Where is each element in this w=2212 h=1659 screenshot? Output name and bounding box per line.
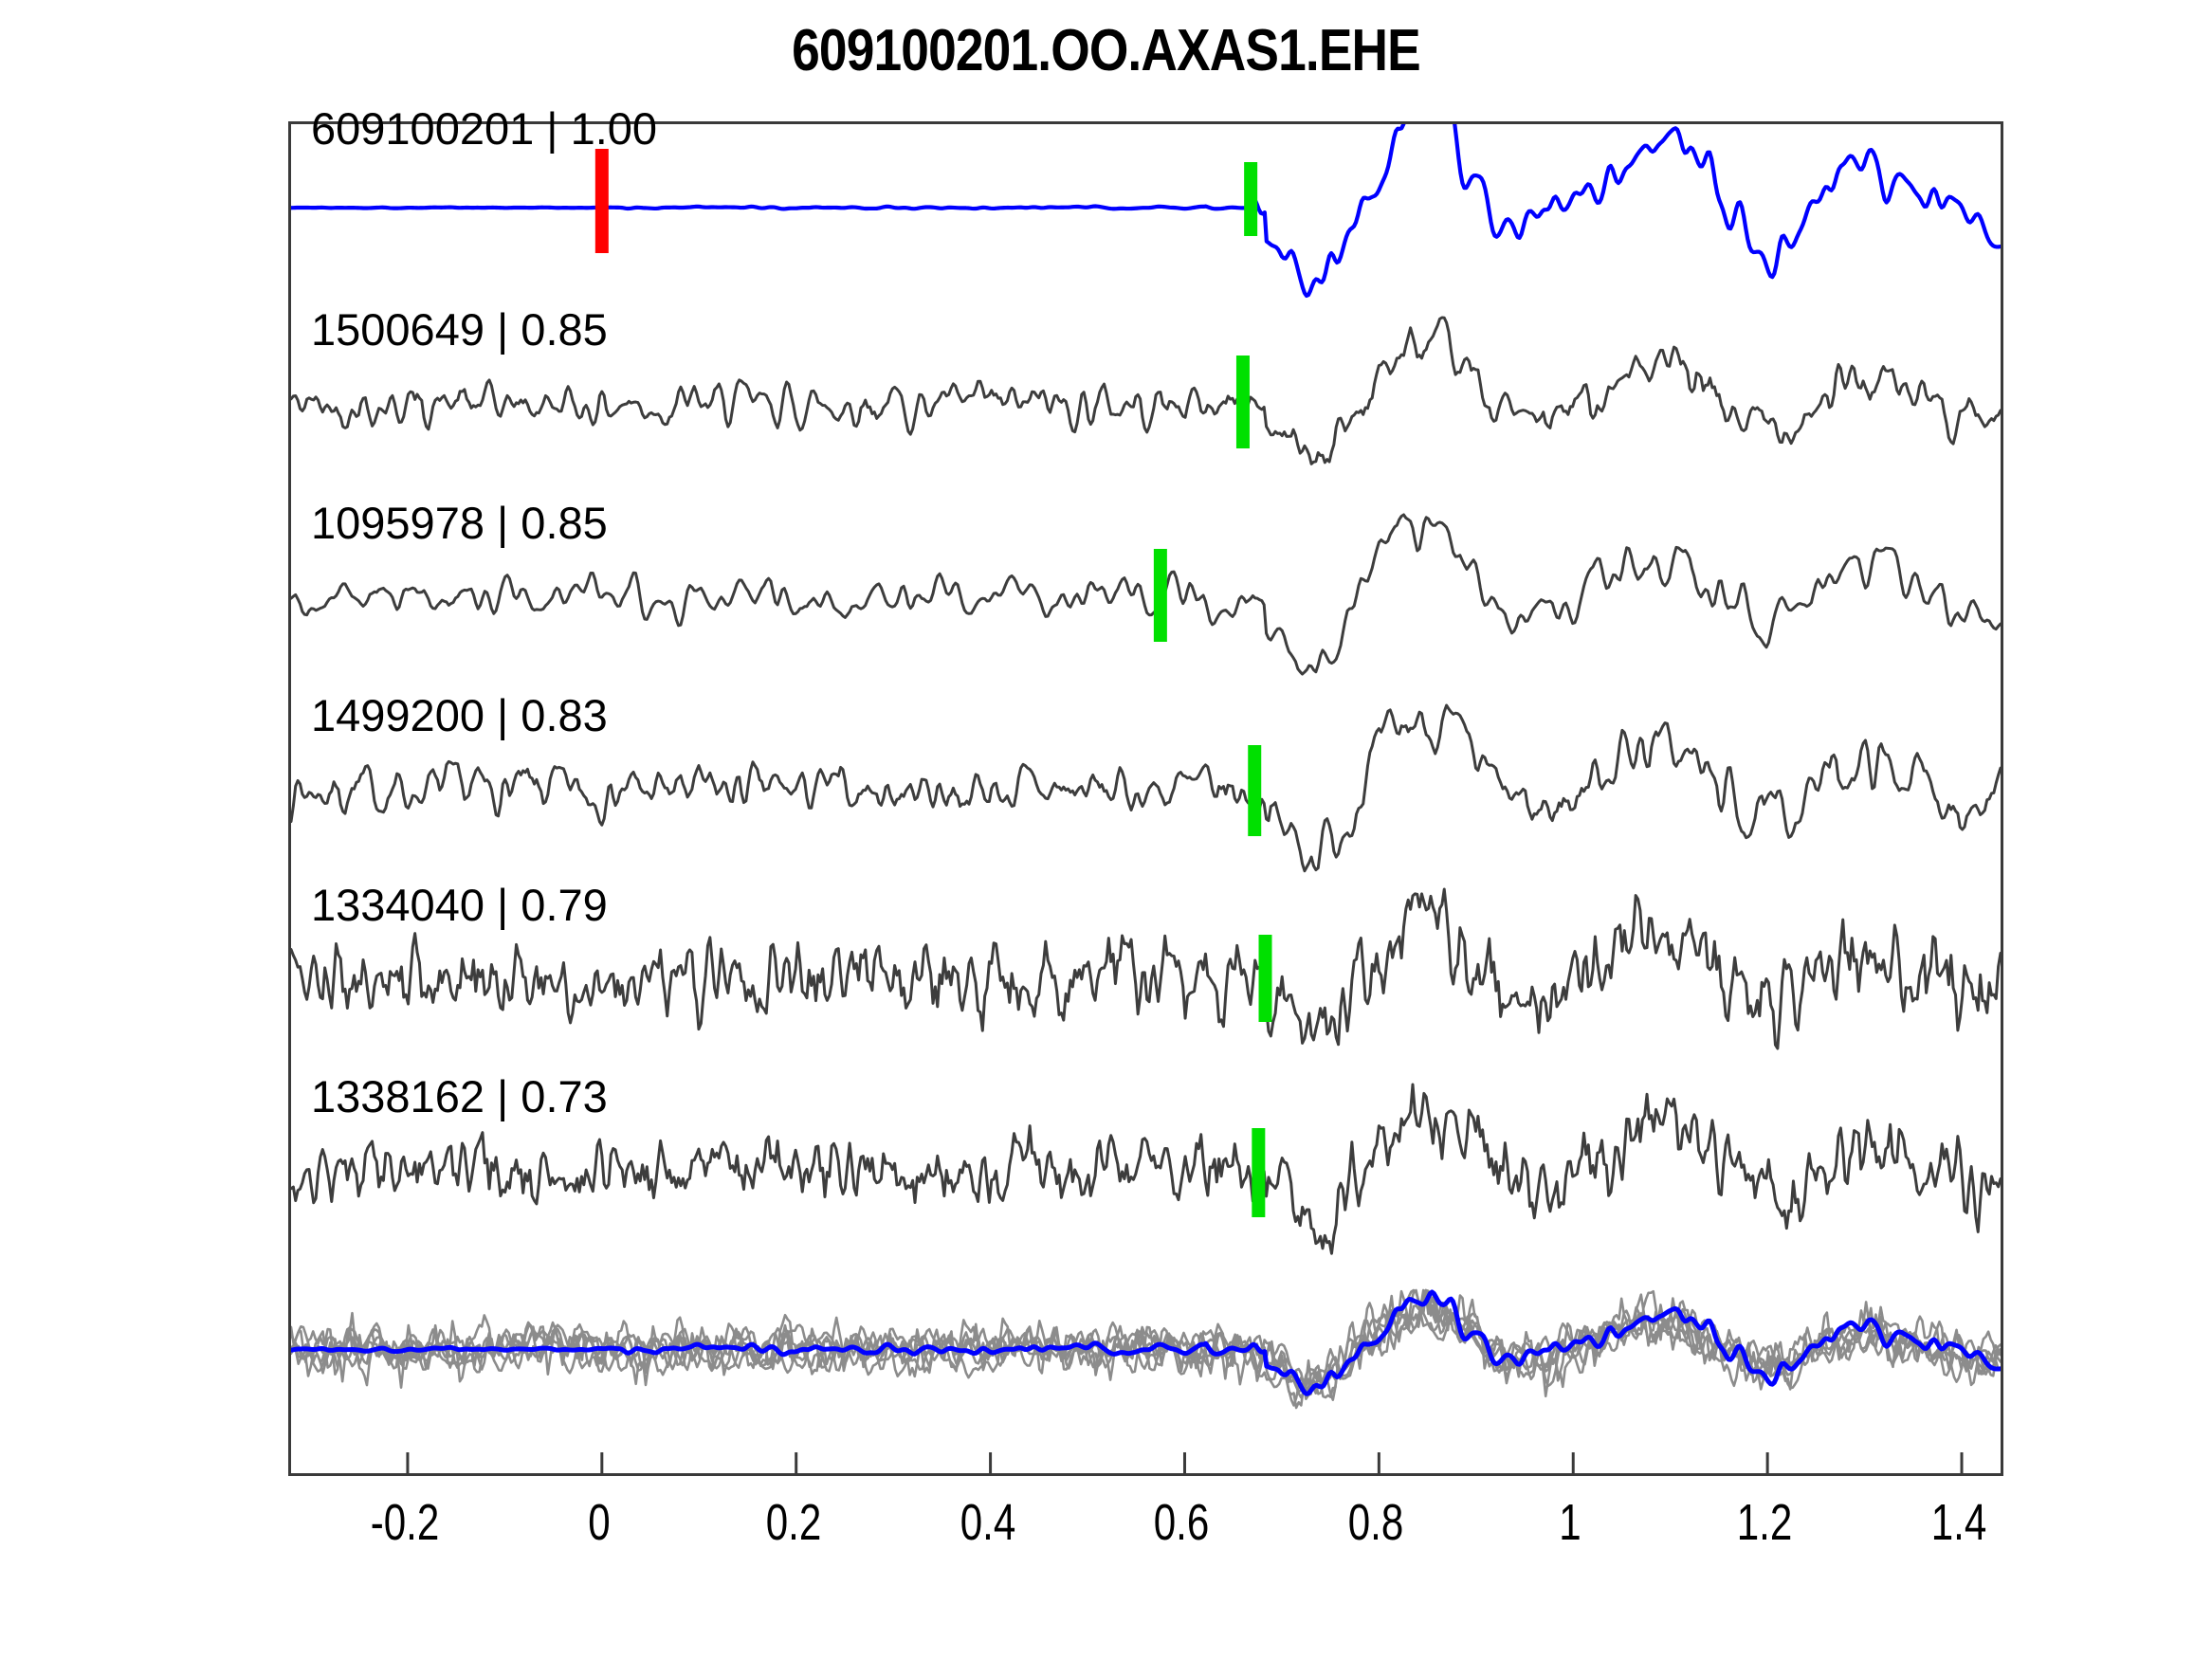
trace-label-1500649: 1500649 | 0.85 [311, 304, 608, 355]
x-tick-label-6: 1 [1559, 1494, 1581, 1551]
trace-label-1338162: 1338162 | 0.73 [311, 1071, 608, 1121]
origin-time-marker [594, 149, 609, 253]
plot-axes [288, 121, 2003, 1476]
stack-gray-trace [291, 1288, 2001, 1399]
phase-pick-marker [1153, 549, 1167, 642]
waveform-canvas [291, 124, 2001, 1473]
x-tick-label-5: 0.8 [1348, 1494, 1404, 1551]
x-tick-label-4: 0.6 [1154, 1494, 1210, 1551]
x-tick-label-2: 0.2 [765, 1494, 821, 1551]
phase-pick-marker [1258, 935, 1272, 1022]
trace-label-1334040: 1334040 | 0.79 [311, 880, 608, 930]
page-title: 609100201.OO.AXAS1.EHE [792, 18, 1421, 83]
waveform-trace-609100201 [291, 124, 2001, 299]
x-axis-ticks [406, 1452, 1964, 1473]
x-tick-label-1: 0 [588, 1494, 611, 1551]
phase-pick-marker [1248, 745, 1262, 836]
x-tick-label-8: 1.4 [1930, 1494, 1987, 1551]
trace-label-1095978: 1095978 | 0.85 [311, 498, 608, 548]
phase-pick-marker [1235, 356, 1250, 448]
x-tick-label-3: 0.4 [960, 1494, 1015, 1551]
waveform-trace-1095978 [291, 513, 2001, 676]
phase-pick-marker [1252, 1128, 1266, 1217]
phase-pick-marker [1244, 162, 1258, 236]
waveform-trace-1334040 [291, 887, 2001, 1050]
trace-label-609100201: 609100201 | 1.00 [311, 103, 658, 154]
x-axis-tick-labels: -0.2 0 0.2 0.4 0.6 0.8 1 1.2 1.4 [0, 1493, 2212, 1578]
waveform-trace-1499200 [291, 703, 2001, 873]
stack-template-trace [291, 1289, 2001, 1396]
waveform-trace-1500649 [291, 316, 2001, 465]
x-tick-label-7: 1.2 [1736, 1494, 1793, 1551]
trace-label-1499200: 1499200 | 0.83 [311, 690, 608, 740]
x-tick-label-0: -0.2 [370, 1494, 440, 1551]
waveform-trace-1338162 [291, 1083, 2001, 1255]
